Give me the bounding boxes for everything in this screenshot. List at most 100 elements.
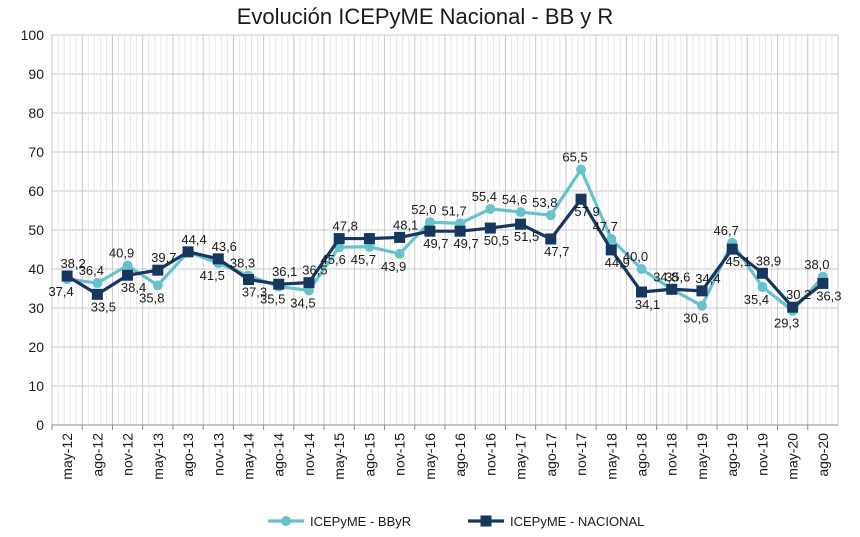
data-label: 40,9 [109, 245, 134, 260]
data-label: 36,3 [816, 288, 841, 303]
data-label: 37,4 [48, 284, 73, 299]
data-label: 51,5 [514, 229, 539, 244]
data-point [575, 193, 587, 205]
x-axis: may-12 ago-12 nov-12 may-13 ago-13 nov-13 may-… [51, 424, 838, 480]
data-point [696, 300, 707, 311]
x-tick-label: ago-16 [452, 433, 468, 477]
data-point [605, 244, 617, 256]
legend-marker [281, 516, 291, 526]
data-point [122, 260, 133, 271]
data-point [424, 225, 436, 237]
legend-entry: ICEPyME - NACIONAL [468, 514, 644, 529]
data-point [756, 267, 768, 279]
legend-label: ICEPyME - NACIONAL [510, 514, 644, 529]
data-label: 50,5 [484, 233, 509, 248]
data-label: 45,6 [321, 252, 346, 267]
data-point [152, 280, 163, 291]
data-label: 38,0 [804, 257, 829, 272]
y-axis: 0 10 20 30 40 50 60 70 80 90 100 [21, 27, 45, 433]
data-label: 34,1 [635, 297, 660, 312]
data-point [787, 301, 799, 313]
y-tick-label: 40 [28, 261, 44, 277]
x-tick-label: may-15 [331, 433, 347, 480]
x-tick-label: may-12 [59, 433, 75, 480]
data-point [606, 233, 617, 244]
data-point [273, 278, 285, 290]
data-label: 43,6 [212, 239, 237, 254]
data-label: 52,0 [411, 202, 436, 217]
x-tick-label: ago-13 [180, 433, 196, 477]
data-point [364, 241, 375, 252]
data-label: 36,1 [272, 264, 297, 279]
data-point [303, 277, 315, 289]
data-label: 40,0 [623, 249, 648, 264]
data-point [122, 269, 134, 281]
grid [51, 34, 839, 426]
x-tick-label: nov-16 [482, 433, 498, 476]
x-tick-label: ago-14 [271, 433, 287, 477]
legend-label: ICEPyME - BByR [310, 514, 411, 529]
data-label: 54,6 [502, 192, 527, 207]
x-tick-label: ago-18 [634, 433, 650, 477]
data-label: 49,7 [423, 236, 448, 251]
x-tick-label: nov-18 [664, 433, 680, 476]
data-point [424, 217, 435, 228]
data-point [757, 281, 768, 292]
x-tick-label: nov-15 [392, 433, 408, 476]
y-tick-label: 30 [28, 300, 44, 316]
y-tick-label: 90 [28, 66, 44, 82]
data-point [636, 286, 647, 298]
data-point [92, 278, 103, 289]
data-label: 35,8 [139, 290, 164, 305]
data-label: 49,7 [453, 236, 478, 251]
data-label: 45,1 [726, 254, 751, 269]
data-point [363, 233, 375, 245]
y-tick-label: 70 [28, 144, 44, 160]
data-point [454, 225, 466, 237]
data-label: 47,7 [544, 244, 569, 259]
data-label: 30,6 [683, 311, 708, 326]
data-label: 46,7 [714, 223, 739, 238]
chart-title: Evolución ICEPyME Nacional - BB y R [237, 4, 614, 29]
x-tick-label: ago-17 [543, 433, 559, 477]
x-tick-label: nov-17 [573, 433, 589, 476]
data-point [545, 233, 557, 245]
data-label: 35,6 [665, 269, 690, 284]
x-tick-label: ago-12 [89, 433, 105, 477]
y-tick-label: 80 [28, 105, 44, 121]
legend: ICEPyME - BByR ICEPyME - NACIONAL [268, 514, 644, 529]
data-label: 30,2 [786, 287, 811, 302]
x-tick-label: may-17 [513, 433, 529, 480]
data-label: 33,5 [91, 299, 116, 314]
data-label: 35,5 [260, 292, 285, 307]
x-tick-label: may-19 [694, 433, 710, 480]
x-tick-label: nov-19 [754, 433, 770, 476]
data-label: 36,4 [79, 263, 104, 278]
data-point [61, 270, 73, 282]
data-point [182, 246, 194, 258]
y-tick-label: 100 [21, 27, 45, 43]
data-point [515, 218, 527, 230]
data-label: 53,8 [532, 195, 557, 210]
data-point [152, 264, 164, 276]
series-nacional [61, 193, 829, 313]
data-point [484, 222, 496, 234]
data-point [394, 231, 406, 243]
x-tick-label: may-14 [241, 433, 257, 480]
x-tick-label: ago-15 [361, 433, 377, 477]
data-label: 43,9 [381, 259, 406, 274]
data-label: 47,7 [593, 219, 618, 234]
x-tick-label: may-18 [603, 433, 619, 480]
legend-entry: ICEPyME - BByR [268, 514, 411, 529]
legend-marker [480, 515, 492, 527]
x-tick-label: may-16 [422, 433, 438, 480]
data-point [485, 203, 496, 214]
data-label: 41,5 [200, 268, 225, 283]
series-layer [61, 164, 829, 316]
data-point [726, 243, 738, 255]
data-labels: 37,4 36,4 40,9 35,8 41,5 38,3 35,5 34,5 45,6 45,7… [48, 150, 841, 331]
x-tick-label: nov-12 [120, 433, 136, 476]
data-point [333, 233, 345, 245]
data-point [243, 274, 254, 286]
